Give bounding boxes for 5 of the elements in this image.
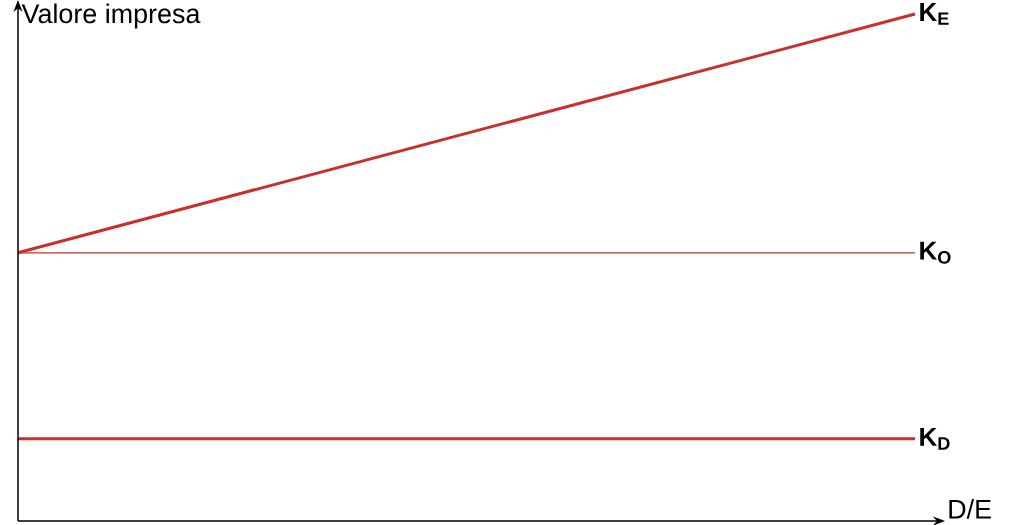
series-label: K$_{O}$	[920, 241, 951, 264]
y-axis-title: Valore impresa	[21, 3, 201, 29]
series-label: K$_{E}$	[920, 3, 949, 25]
x-axis-title: D/E	[949, 499, 991, 519]
series-label: K$_{D}$	[920, 427, 950, 450]
